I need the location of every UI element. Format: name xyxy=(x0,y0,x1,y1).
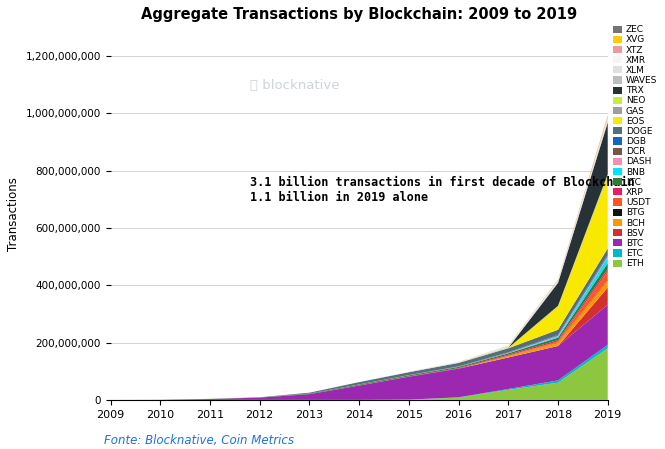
Y-axis label: Transactions: Transactions xyxy=(7,176,20,251)
Title: Aggregate Transactions by Blockchain: 2009 to 2019: Aggregate Transactions by Blockchain: 20… xyxy=(141,7,577,22)
Text: 3.1 billion transactions in first decade of Blockchain
1.1 billion in 2019 alone: 3.1 billion transactions in first decade… xyxy=(250,176,634,204)
Legend: ZEC, XVG, XTZ, XMR, XLM, WAVES, TRX, NEO, GAS, EOS, DOGE, DGB, DCR, DASH, BNB, L: ZEC, XVG, XTZ, XMR, XLM, WAVES, TRX, NEO… xyxy=(612,24,658,269)
Text: Fonte: Blocknative, Coin Metrics: Fonte: Blocknative, Coin Metrics xyxy=(104,434,295,447)
Text: Ⓑ blocknative: Ⓑ blocknative xyxy=(250,79,339,92)
